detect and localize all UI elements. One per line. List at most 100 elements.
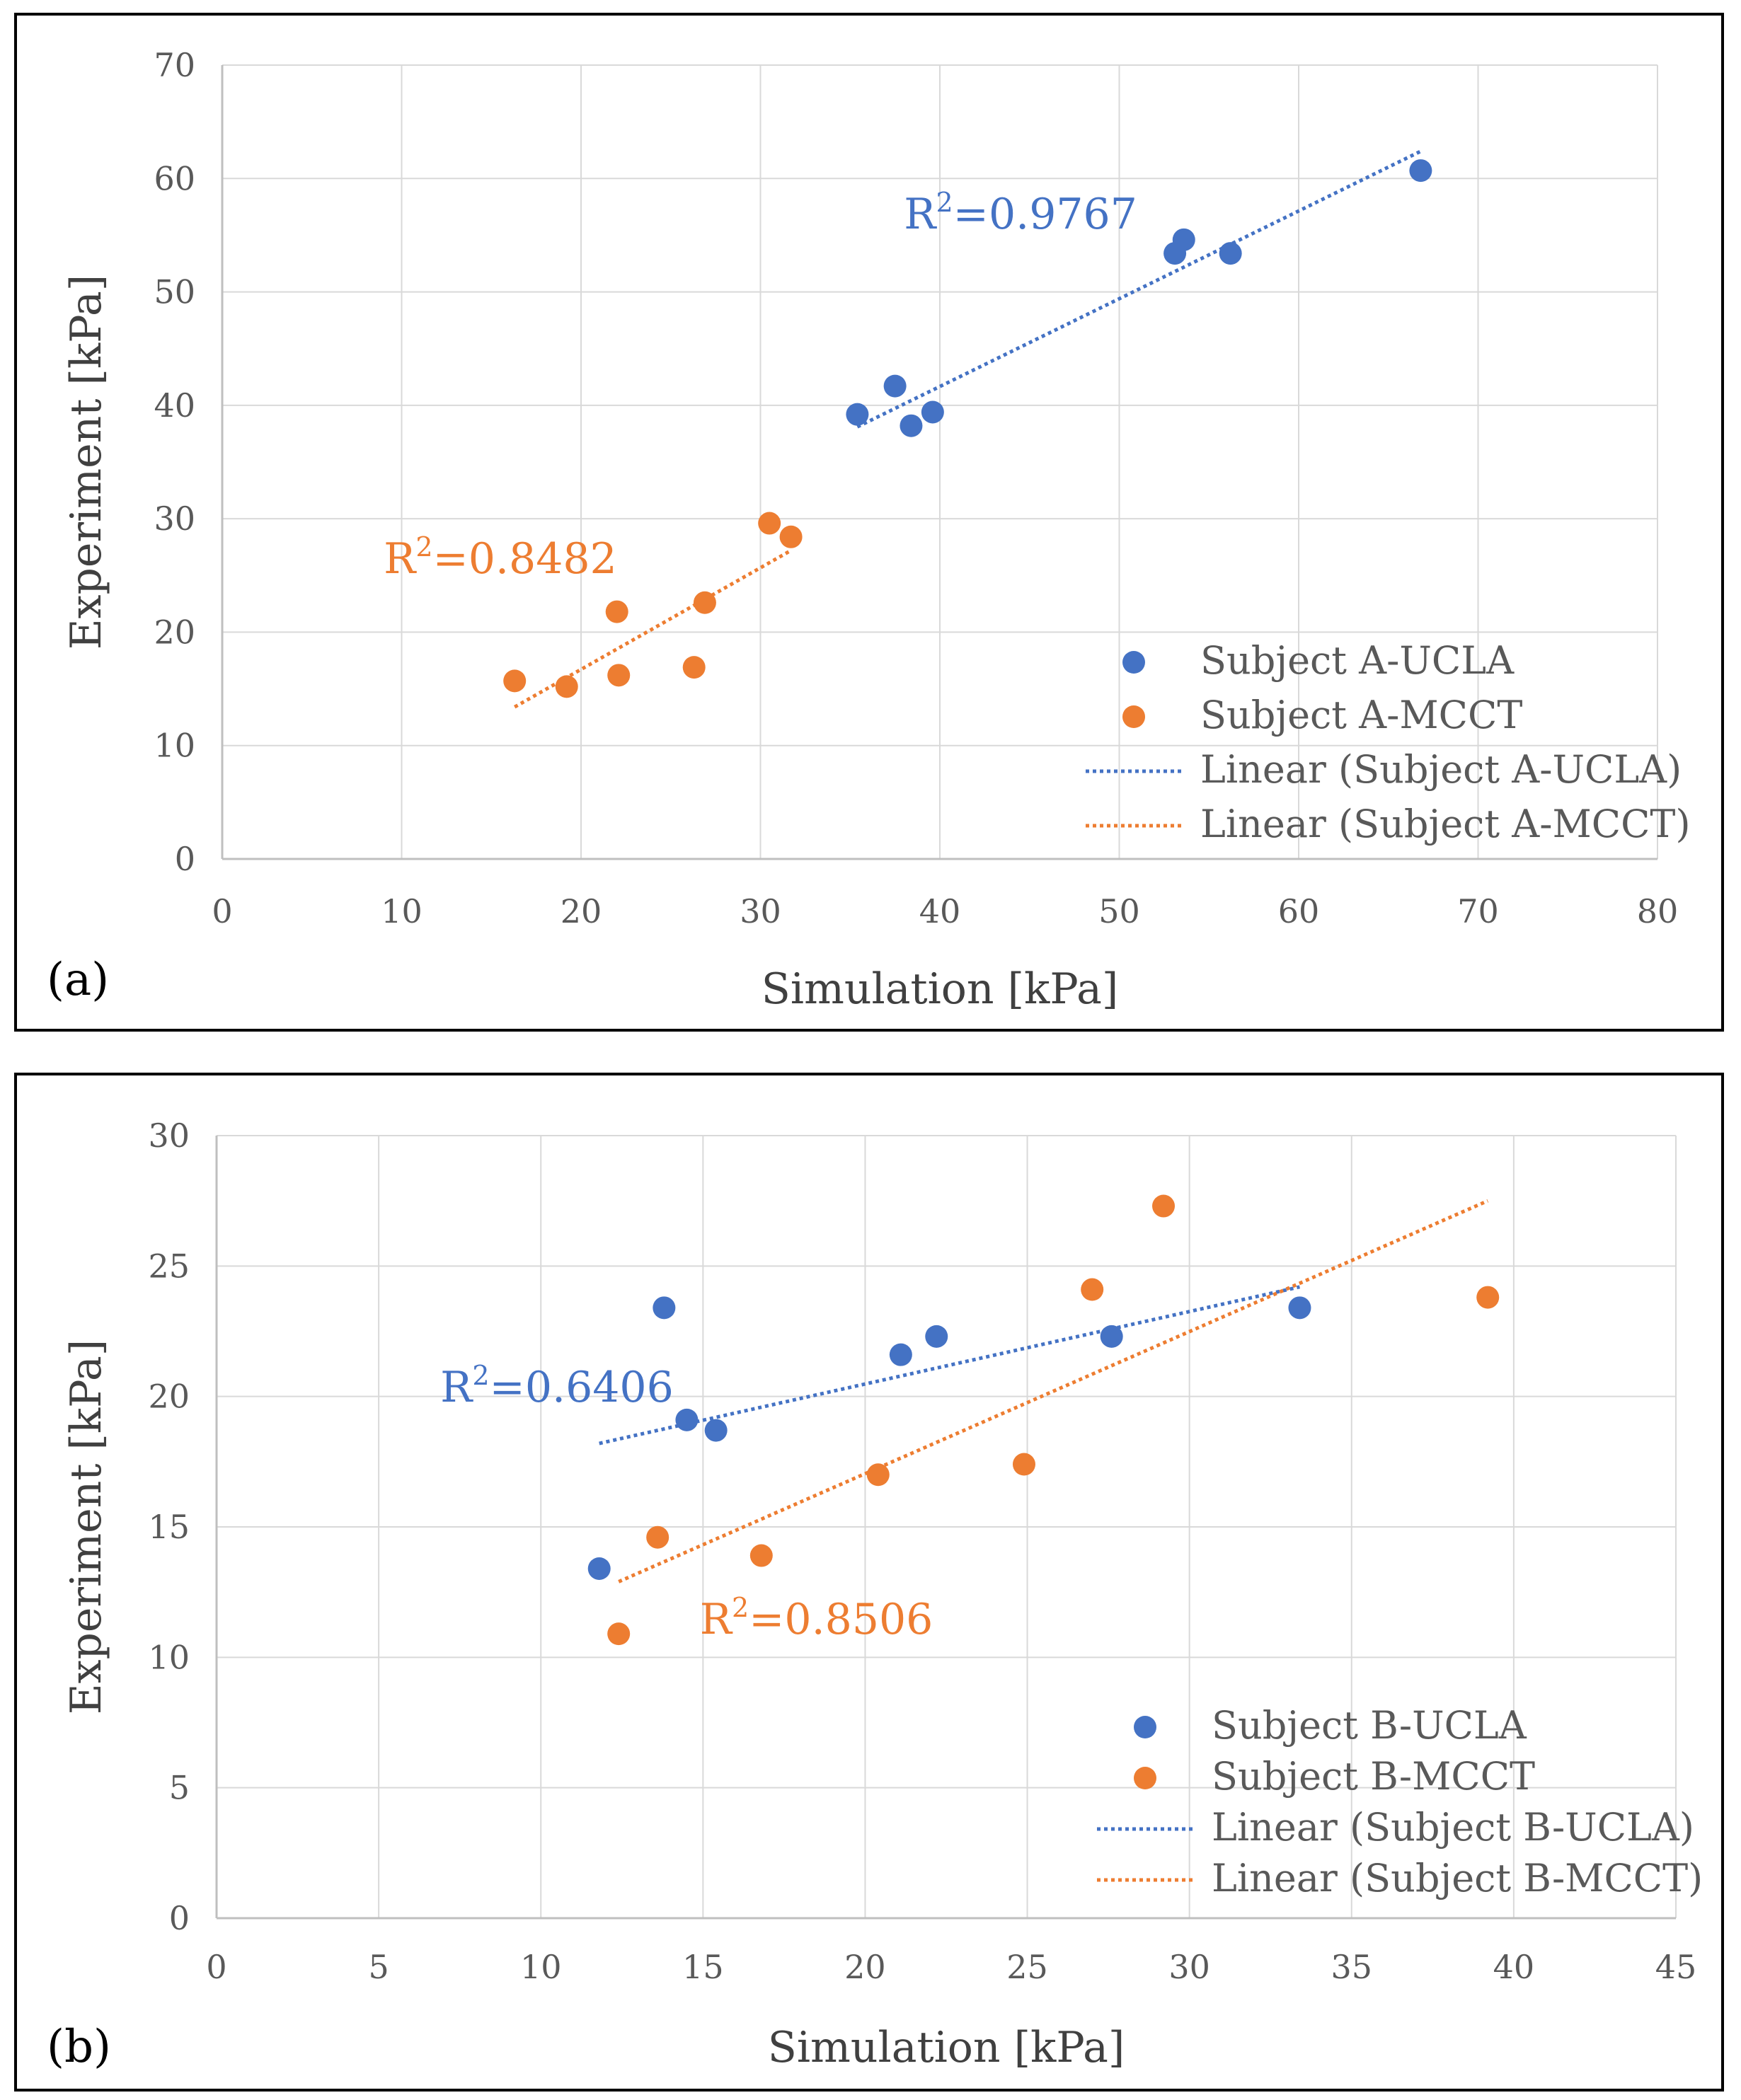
y-axis-title: Experiment [kPa] [62, 275, 111, 650]
x-tick-label: 0 [206, 1948, 226, 1986]
legend-label: Subject B-MCCT [1212, 1754, 1535, 1799]
x-tick-label: 50 [1098, 892, 1140, 930]
data-point [779, 525, 803, 548]
data-point [1172, 228, 1195, 251]
data-point [555, 675, 578, 698]
data-point [1476, 1286, 1500, 1309]
r-superscript: 2 [936, 187, 953, 218]
legend-label: Linear (Subject A-MCCT) [1200, 802, 1691, 846]
data-point [1081, 1278, 1104, 1301]
legend-marker [1122, 651, 1145, 674]
x-tick-label: 40 [919, 892, 961, 930]
y-tick-label: 60 [154, 159, 195, 197]
x-tick-label: 80 [1637, 892, 1679, 930]
y-tick-label: 20 [154, 613, 195, 651]
r-squared-value: =0.6406 [490, 1363, 674, 1412]
trendline [618, 1199, 1489, 1583]
data-point [693, 591, 716, 614]
data-point [1100, 1325, 1123, 1348]
y-tick-label: 20 [148, 1378, 190, 1416]
r-squared-annotation: R2=0.6406 [440, 1360, 674, 1412]
trendline [599, 1285, 1301, 1446]
data-point [704, 1419, 728, 1442]
x-axis-title: Simulation [kPa] [768, 2023, 1125, 2072]
legend-marker [1134, 1716, 1156, 1738]
x-tick-label: 0 [212, 892, 232, 930]
data-point [1288, 1296, 1311, 1320]
x-tick-label: 20 [561, 892, 602, 930]
panel-label: (b) [47, 2021, 111, 2073]
y-tick-label: 30 [154, 500, 195, 538]
legend-item: Linear (Subject B-UCLA) [1097, 1805, 1694, 1850]
legend-label: Linear (Subject B-MCCT) [1212, 1856, 1703, 1900]
x-tick-label: 30 [1168, 1948, 1210, 1986]
r-superscript: 2 [472, 1360, 489, 1391]
legend-item: Subject B-MCCT [1134, 1754, 1535, 1799]
legend-item: Subject A-MCCT [1122, 693, 1522, 737]
x-tick-label: 40 [1493, 1948, 1535, 1986]
data-point [607, 1622, 631, 1646]
data-point [749, 1544, 773, 1567]
data-point [758, 512, 781, 535]
chart-a-svg: 0 10 20 30 40 50 60 70 80 0 10 20 30 40 50 60 70 Simulati… [47, 46, 1691, 1014]
x-tick-label: 20 [844, 1948, 886, 1986]
legend-label: Subject A-MCCT [1200, 693, 1522, 737]
y-tick-label: 0 [175, 840, 195, 878]
data-point [1152, 1194, 1176, 1218]
legend-item: Linear (Subject A-UCLA) [1086, 747, 1682, 792]
legend-item: Subject A-UCLA [1122, 638, 1515, 683]
panel-label: (a) [47, 954, 109, 1006]
legend-item: Linear (Subject A-MCCT) [1086, 802, 1691, 846]
x-tick-label: 70 [1457, 892, 1499, 930]
x-tick-label: 45 [1655, 1948, 1697, 1986]
data-point [607, 664, 631, 687]
x-tick-label: 5 [368, 1948, 389, 1986]
data-point [682, 656, 706, 679]
r-label: R [440, 1363, 473, 1412]
r-squared-annotation: R2=0.8482 [384, 531, 617, 584]
gridlines [216, 1135, 1677, 1919]
legend-marker [1134, 1767, 1156, 1789]
y-tick-label: 25 [148, 1247, 190, 1285]
legend: Subject B-UCLA Subject B-MCCT Linear (Subj… [1097, 1703, 1703, 1900]
data-point [889, 1343, 912, 1366]
r-squared-value: =0.8506 [749, 1595, 933, 1644]
data-point [921, 400, 944, 424]
data-point [866, 1463, 890, 1487]
chart-b-svg: 0 5 10 15 20 25 30 35 40 45 0 5 10 15 20 25 30 Simulation… [47, 1117, 1703, 2073]
data-point [900, 414, 923, 437]
chart-panel-a: 0 10 20 30 40 50 60 70 80 0 10 20 30 40 50 60 70 Simulati… [14, 13, 1724, 1032]
x-tick-label: 25 [1006, 1948, 1048, 1986]
r-squared-annotation: R2=0.9767 [904, 187, 1137, 239]
data-point [675, 1408, 699, 1431]
x-tick-label: 30 [740, 892, 781, 930]
y-tick-label: 50 [154, 273, 195, 311]
r-label: R [700, 1595, 733, 1644]
y-tick-label: 0 [169, 1899, 190, 1937]
data-point [1219, 242, 1242, 265]
legend-label: Linear (Subject A-UCLA) [1200, 747, 1682, 792]
y-tick-label: 10 [148, 1638, 190, 1676]
legend: Subject A-UCLA Subject A-MCCT Linear (Subj… [1086, 638, 1691, 846]
y-tick-label: 15 [148, 1508, 190, 1546]
data-point [883, 374, 907, 398]
data-point [846, 403, 869, 426]
legend-item: Subject B-UCLA [1134, 1703, 1527, 1748]
data-point [503, 669, 527, 693]
y-tick-label: 40 [154, 386, 195, 425]
gridlines [222, 64, 1658, 860]
y-tick-label: 30 [148, 1117, 190, 1155]
data-point [1012, 1453, 1035, 1476]
r-squared-value: =0.8482 [433, 534, 617, 584]
legend-label: Linear (Subject B-UCLA) [1212, 1805, 1694, 1850]
x-tick-label: 35 [1331, 1948, 1373, 1986]
data-point [653, 1296, 676, 1320]
r-superscript: 2 [415, 531, 432, 562]
data-point [646, 1525, 670, 1549]
data-point [925, 1325, 948, 1348]
legend-item: Linear (Subject B-MCCT) [1097, 1856, 1703, 1900]
x-tick-label: 60 [1278, 892, 1320, 930]
r-squared-value: =0.9767 [953, 190, 1137, 239]
legend-label: Subject A-UCLA [1200, 638, 1515, 683]
r-label: R [384, 534, 417, 584]
